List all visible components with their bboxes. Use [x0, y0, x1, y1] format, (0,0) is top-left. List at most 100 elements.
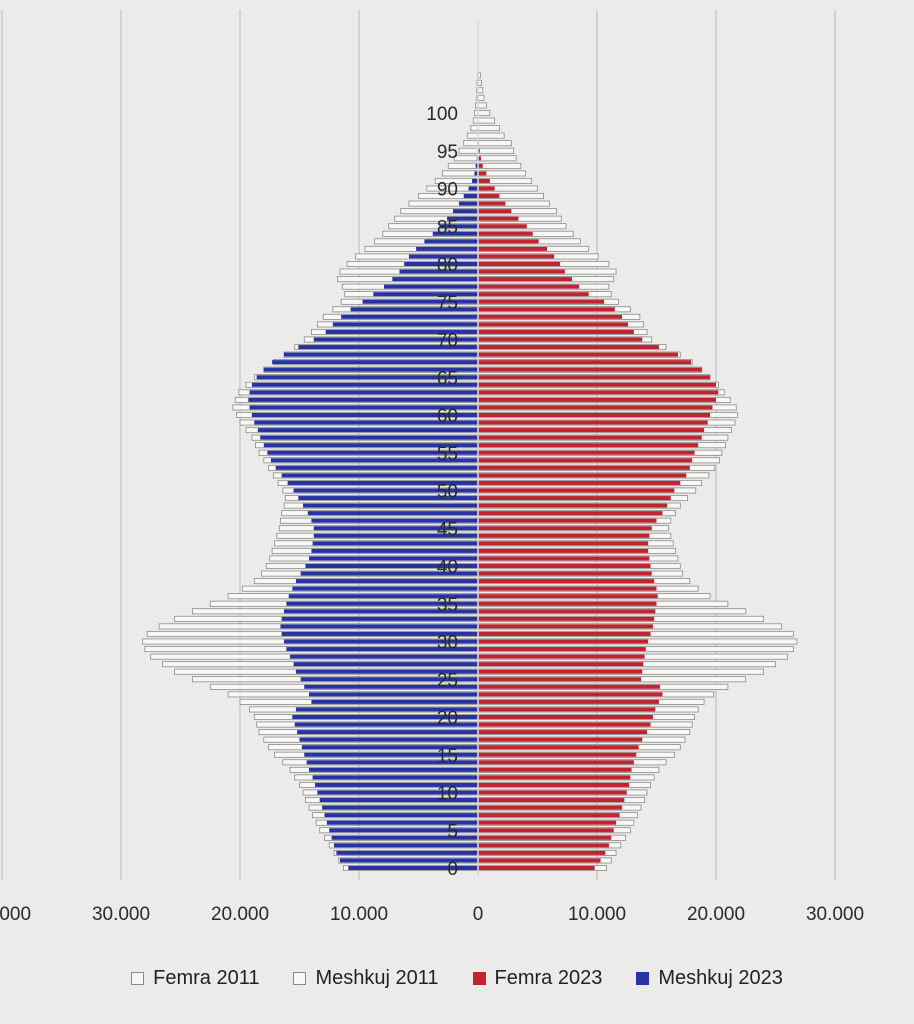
- bar-femra-2023-age-3: [478, 843, 609, 848]
- bar-femra-2011-age-101: [477, 102, 487, 109]
- bar-femra-2023-age-40: [478, 564, 651, 568]
- legend-item-meshkuj-2011: Meshkuj 2011: [293, 967, 439, 990]
- bar-meshkuj-2023-age-49: [298, 496, 478, 501]
- bar-meshkuj-2011-age-92: [441, 170, 479, 177]
- bar-meshkuj-2023-age-37: [292, 586, 478, 591]
- bar-femra-2023-age-16: [478, 745, 639, 750]
- bar-femra-2023-age-44: [478, 533, 650, 538]
- bar-femra-2023-age-11: [478, 782, 630, 787]
- x-tick-label: 10.000: [568, 904, 626, 925]
- bar-meshkuj-2023-age-18: [297, 730, 478, 735]
- bar-meshkuj-2023-age-54: [270, 458, 478, 463]
- x-tick-label: 20.000: [687, 904, 745, 925]
- bar-meshkuj-2023-age-0: [348, 866, 478, 870]
- age-tick-label: 100: [426, 104, 458, 125]
- bar-femra-2023-age-56: [478, 443, 699, 448]
- bar-meshkuj-2023-age-69: [298, 345, 478, 350]
- bar-femra-2023-age-36: [478, 594, 658, 599]
- age-tick-label: 30: [437, 633, 458, 654]
- bar-meshkuj-2023-age-71: [325, 329, 478, 334]
- bar-femra-2023-age-6: [478, 820, 617, 825]
- bar-meshkuj-2023-age-25: [300, 677, 478, 682]
- bar-meshkuj-2023-age-6: [326, 820, 478, 825]
- bar-femra-2023-age-39: [478, 571, 652, 576]
- age-tick-label: 95: [437, 142, 458, 163]
- age-tick-label: 80: [437, 255, 458, 276]
- bar-femra-2023-age-22: [478, 699, 659, 704]
- legend-item-femra-2011: Femra 2011: [131, 967, 259, 990]
- bar-meshkuj-2023-age-67: [272, 360, 478, 365]
- bar-femra-2023-age-54: [478, 458, 693, 463]
- bar-meshkuj-2023-age-1: [339, 858, 478, 863]
- age-tick-label: 60: [437, 406, 458, 427]
- legend-swatch-femra-2023: [472, 971, 486, 985]
- bar-meshkuj-2023-age-86: [447, 216, 478, 221]
- bar-meshkuj-2011-age-96: [463, 140, 479, 147]
- bar-meshkuj-2023-age-26: [295, 669, 478, 674]
- bar-meshkuj-2023-age-93: [475, 163, 478, 168]
- bar-femra-2023-age-68: [478, 352, 678, 357]
- bar-meshkuj-2011-age-93: [447, 162, 479, 169]
- bar-meshkuj-2023-age-57: [260, 435, 478, 440]
- bar-femra-2023-age-92: [478, 171, 487, 176]
- bar-meshkuj-2023-age-11: [314, 782, 478, 787]
- bar-femra-2023-age-74: [478, 307, 615, 312]
- bar-femra-2023-age-75: [478, 299, 605, 304]
- bar-meshkuj-2023-age-39: [300, 571, 478, 576]
- bar-meshkuj-2023-age-34: [284, 609, 478, 614]
- bar-meshkuj-2023-age-62: [248, 397, 478, 402]
- age-tick-label: 15: [437, 746, 458, 767]
- age-tick-label: 85: [437, 217, 458, 238]
- bar-meshkuj-2023-age-32: [280, 624, 478, 629]
- age-tick-label: 45: [437, 519, 458, 540]
- bar-meshkuj-2023-age-30: [284, 639, 478, 644]
- bar-femra-2023-age-71: [478, 329, 634, 334]
- bar-femra-2023-age-10: [478, 790, 627, 795]
- bar-femra-2023-age-21: [478, 707, 656, 712]
- bar-meshkuj-2023-age-47: [307, 511, 478, 516]
- bar-meshkuj-2023-age-24: [304, 684, 478, 689]
- bar-femra-2023-age-41: [478, 556, 650, 561]
- bar-femra-2011-age-99: [477, 117, 496, 124]
- bar-femra-2023-age-57: [478, 435, 702, 440]
- bar-meshkuj-2023-age-10: [317, 790, 478, 795]
- bar-femra-2023-age-9: [478, 798, 625, 803]
- bar-meshkuj-2023-age-48: [303, 503, 478, 508]
- bar-femra-2023-age-26: [478, 669, 643, 674]
- bar-meshkuj-2023-age-56: [263, 443, 478, 448]
- bar-femra-2023-age-53: [478, 465, 690, 470]
- x-tick-label: 20.000: [211, 904, 269, 925]
- bar-femra-2023-age-23: [478, 692, 663, 697]
- legend-item-femra-2023: Femra 2023: [472, 967, 602, 990]
- age-tick-labels: 0 5 10 15 20 25 30 35 40 45 50 55 60 65 70 75 80 85 90 95 10…: [426, 104, 458, 880]
- bar-femra-2023-age-78: [478, 277, 573, 282]
- bar-femra-2023-age-59: [478, 420, 708, 425]
- bar-femra-2023-age-15: [478, 752, 637, 757]
- bar-meshkuj-2023-age-33: [281, 616, 478, 621]
- bar-meshkuj-2023-age-68: [284, 352, 478, 357]
- bar-meshkuj-2023-age-72: [332, 322, 478, 327]
- bar-femra-2011-age-100: [477, 110, 491, 117]
- bar-meshkuj-2023-age-81: [408, 254, 478, 259]
- bar-femra-2011-age-98: [477, 125, 500, 132]
- x-tick-label: 0: [473, 904, 484, 925]
- bar-meshkuj-2023-age-77: [383, 284, 478, 289]
- legend-item-meshkuj-2023: Meshkuj 2023: [636, 967, 783, 990]
- bar-meshkuj-2011-age-97: [466, 132, 479, 139]
- bar-femra-2023-age-82: [478, 246, 548, 251]
- bar-meshkuj-2023-age-73: [341, 314, 478, 319]
- legend-label-meshkuj-2023: Meshkuj 2023: [658, 966, 783, 989]
- bar-meshkuj-2023-age-12: [312, 775, 478, 780]
- bar-femra-2023-age-67: [478, 360, 692, 365]
- bar-meshkuj-2023-age-13: [309, 767, 478, 772]
- bar-meshkuj-2023-age-3: [334, 843, 478, 848]
- bar-femra-2023-age-49: [478, 496, 671, 501]
- legend-label-femra-2011: Femra 2011: [153, 966, 260, 989]
- bar-femra-2023-age-47: [478, 511, 663, 516]
- bar-femra-2023-age-24: [478, 684, 661, 689]
- bar-femra-2023-age-64: [478, 382, 716, 387]
- x-tick-labels: 40.000 30.000 20.000 10.000 0 10.000 20.000 30.…: [0, 904, 864, 925]
- bar-meshkuj-2023-age-92: [474, 171, 478, 176]
- bar-femra-2023-age-60: [478, 413, 711, 417]
